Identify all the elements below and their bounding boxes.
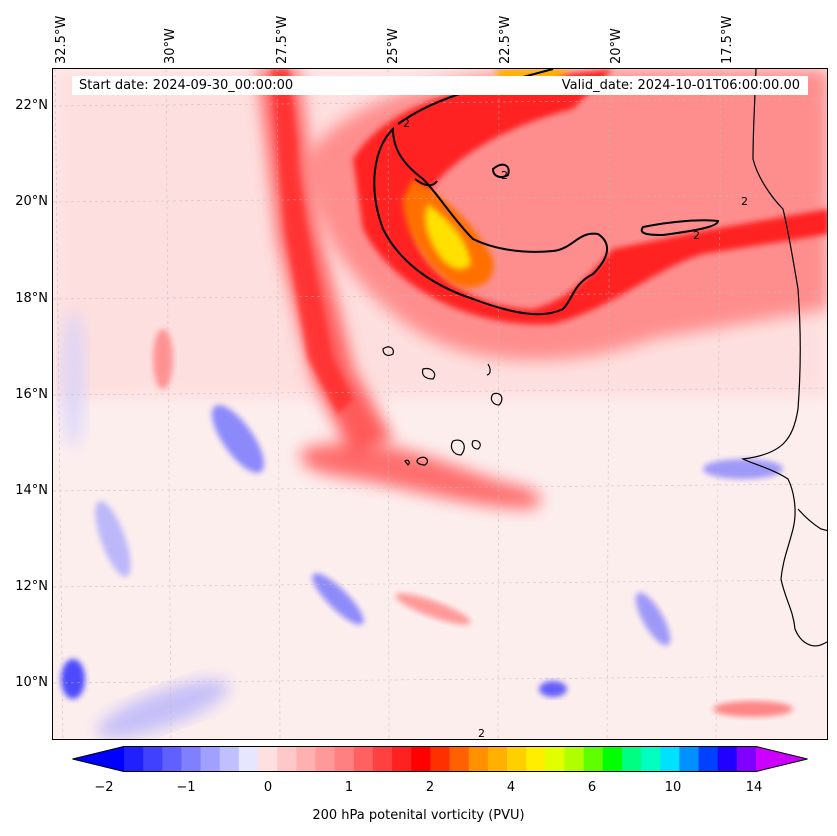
colorbar-segment (717, 746, 738, 772)
lon-label-20w: 20°W (609, 28, 624, 64)
contour-label: 2 (741, 195, 748, 208)
colorbar-segment (296, 746, 317, 772)
lon-label-30w: 30°W (163, 28, 178, 64)
colorbar-segment (564, 746, 585, 772)
colorbar-tick-label: 2 (425, 780, 435, 795)
lon-label-22-5w: 22.5°W (498, 15, 513, 64)
colorbar-segment (219, 746, 240, 772)
colorbar-min-arrow (72, 746, 124, 772)
colorbar-tick-label: 1 (344, 780, 354, 795)
lon-label-32-5w: 32.5°W (54, 15, 69, 64)
colorbar-segment (392, 746, 412, 772)
colorbar-tick-label: −1 (176, 780, 196, 795)
colorbar-segment (660, 746, 680, 772)
valid-date-text: Valid_date: 2024-10-01T06:00:00.00 (561, 78, 800, 93)
colorbar-segment (507, 746, 527, 772)
colorbar-segment (334, 746, 355, 772)
colorbar-segment (602, 746, 623, 772)
map-panel: 2 2 2 2 2 (52, 68, 828, 740)
lat-label-18n: 18°N (15, 291, 48, 306)
colorbar-segment (449, 746, 470, 772)
header-bar (72, 76, 808, 95)
colorbar-segment (487, 746, 508, 772)
colorbar-segment (181, 746, 202, 772)
colorbar-tick-label: 6 (587, 780, 597, 795)
colorbar-segment (143, 746, 163, 772)
lon-label-27-5w: 27.5°W (275, 15, 290, 64)
colorbar-segment (698, 746, 719, 772)
contour-label: 2 (693, 229, 700, 242)
lat-label-14n: 14°N (15, 483, 48, 498)
colorbar-segment (372, 746, 393, 772)
pv-shading (53, 69, 827, 739)
colorbar-segment (468, 746, 489, 772)
colorbar-segment (526, 746, 546, 772)
colorbar-segment (679, 746, 700, 772)
colorbar-outline (72, 746, 808, 772)
colorbar-segment (583, 746, 604, 772)
colorbar-tick-label: −2 (94, 780, 114, 795)
colorbar-segment (277, 746, 297, 772)
colorbar (72, 746, 808, 772)
lat-label-20n: 20°N (15, 194, 48, 209)
start-date-text: Start date: 2024-09-30_00:00:00 (79, 78, 294, 93)
colorbar-segment (545, 746, 566, 772)
contour-label: 2 (478, 727, 485, 740)
lat-label-22n: 22°N (15, 98, 48, 113)
colorbar-segment (411, 746, 432, 772)
colorbar-tick-label: 10 (664, 780, 682, 795)
colorbar-segment (200, 746, 221, 772)
colorbar-tick-label: 0 (263, 780, 273, 795)
colorbar-label: 200 hPa potenital vorticity (PVU) (312, 808, 525, 823)
colorbar-tick-label: 4 (506, 780, 516, 795)
lat-label-16n: 16°N (15, 387, 48, 402)
lon-label-25w: 25°W (386, 28, 401, 64)
colorbar-tick-label: 14 (745, 780, 763, 795)
colorbar-segment (315, 746, 336, 772)
colorbar-segment (641, 746, 661, 772)
colorbar-max-arrow (756, 746, 808, 772)
colorbar-segment (258, 746, 278, 772)
colorbar-segment (353, 746, 374, 772)
colorbar-segment (736, 746, 757, 772)
lon-label-17-5w: 17.5°W (720, 15, 735, 64)
colorbar-segment (621, 746, 642, 772)
coastlines (382, 69, 827, 647)
colorbar-segment (124, 746, 144, 772)
contour-label: 2 (403, 117, 410, 130)
contour-label: 2 (501, 169, 508, 182)
pv-field-map: 2 2 2 2 2 (53, 69, 827, 740)
lat-label-12n: 12°N (15, 579, 48, 594)
colorbar-segment (162, 746, 183, 772)
colorbar-segment (238, 746, 259, 772)
lat-label-10n: 10°N (15, 675, 48, 690)
colorbar-segments (72, 746, 808, 772)
colorbar-segment (430, 746, 451, 772)
